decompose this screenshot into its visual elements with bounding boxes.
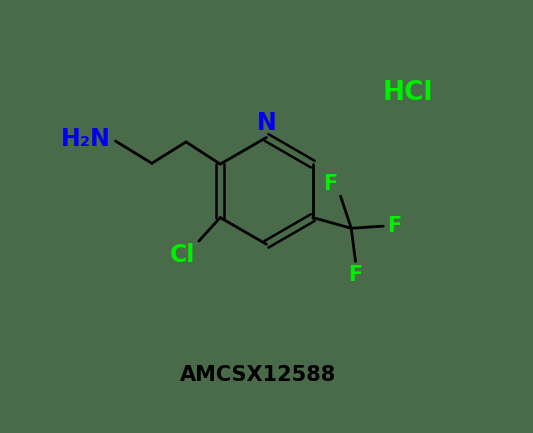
Text: HCl: HCl [382, 80, 433, 106]
Text: F: F [349, 265, 362, 285]
Text: Cl: Cl [170, 243, 196, 267]
Text: N: N [256, 111, 277, 135]
Text: AMCSX12588: AMCSX12588 [180, 365, 336, 385]
Text: F: F [387, 216, 401, 236]
Text: F: F [323, 174, 337, 194]
Text: H₂N: H₂N [61, 127, 110, 151]
